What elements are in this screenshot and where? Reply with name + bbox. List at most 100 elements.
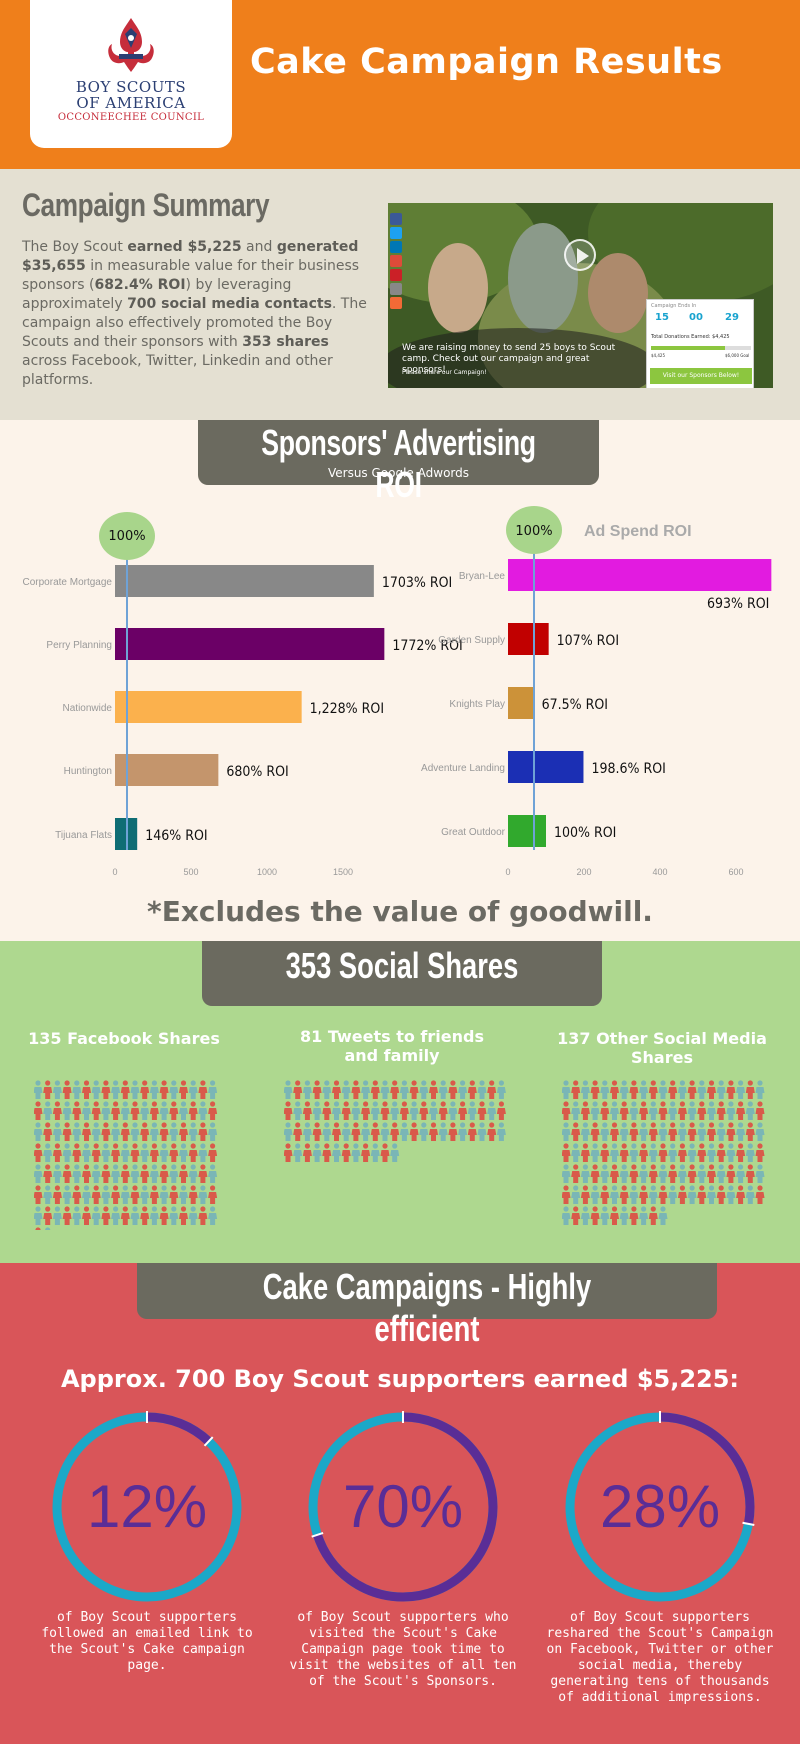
person-icon <box>677 1101 687 1120</box>
person-icon <box>648 1143 658 1162</box>
person-icon <box>169 1143 179 1162</box>
efficiency-title: Cake Campaigns - Highly efficient <box>262 1266 592 1349</box>
person-icon <box>629 1122 639 1141</box>
person-icon <box>438 1101 448 1120</box>
person-icon <box>52 1164 62 1183</box>
person-icon <box>72 1080 82 1099</box>
person-icon <box>610 1185 619 1204</box>
person-icon <box>571 1101 581 1120</box>
person-icon <box>351 1080 361 1099</box>
roi-category-label: Great Outdoor <box>441 827 506 838</box>
person-icon <box>140 1185 150 1204</box>
person-icon <box>149 1164 159 1183</box>
person-icon <box>34 1122 43 1141</box>
person-icon <box>169 1080 179 1099</box>
play-icon[interactable] <box>564 239 596 271</box>
twitter-icon[interactable] <box>390 227 402 239</box>
person-icon <box>322 1080 332 1099</box>
summary-text-run: ) by leveraging approximately <box>22 277 292 312</box>
person-icon <box>140 1122 150 1141</box>
person-icon <box>610 1122 619 1141</box>
person-icon <box>120 1080 130 1099</box>
person-icon <box>571 1143 581 1162</box>
facebook-icon[interactable] <box>390 213 402 225</box>
person-icon <box>179 1080 188 1099</box>
person-icon <box>179 1206 188 1225</box>
person-icon <box>562 1206 571 1225</box>
person-icon <box>610 1080 619 1099</box>
person-icon <box>322 1122 332 1141</box>
person-icon <box>130 1143 140 1162</box>
person-icon <box>687 1164 697 1183</box>
person-icon <box>341 1143 351 1162</box>
person-icon <box>580 1185 590 1204</box>
person-icon <box>322 1143 332 1162</box>
person-icon <box>639 1206 649 1225</box>
person-icon <box>448 1080 458 1099</box>
person-icon <box>755 1101 765 1120</box>
person-icon <box>370 1143 380 1162</box>
person-icon <box>111 1164 121 1183</box>
person-icon <box>159 1101 169 1120</box>
roi-category-label: Knights Play <box>449 699 505 710</box>
goodwill-footnote: *Excludes the value of goodwill. <box>147 895 653 928</box>
logo-text-line1: BOY SCOUTS <box>75 78 187 96</box>
person-icon <box>668 1164 678 1183</box>
google-plus-icon[interactable] <box>390 255 402 267</box>
person-icon <box>208 1206 218 1225</box>
linkedin-icon[interactable] <box>390 241 402 253</box>
person-icon <box>341 1101 351 1120</box>
person-icon <box>726 1143 736 1162</box>
donut-marker <box>742 1521 755 1526</box>
child-figure <box>508 223 578 333</box>
person-icon <box>697 1143 707 1162</box>
campaign-video[interactable]: We are raising money to send 25 boys to … <box>388 203 773 388</box>
person-icon <box>697 1080 707 1099</box>
page-title: Cake Campaign Results <box>250 42 723 82</box>
person-icon <box>43 1122 53 1141</box>
roi-category-label: Adventure Landing <box>421 763 505 774</box>
person-icon <box>208 1122 218 1141</box>
person-icon <box>496 1122 506 1141</box>
pinterest-icon[interactable] <box>390 269 402 281</box>
summary-highlight: generated $35,655 <box>22 239 359 274</box>
donut-marker <box>311 1532 324 1538</box>
person-icon <box>130 1080 140 1099</box>
person-icon <box>82 1122 91 1141</box>
person-icon <box>687 1143 697 1162</box>
person-icon <box>697 1185 707 1204</box>
person-icon <box>91 1185 101 1204</box>
person-icon <box>312 1080 322 1099</box>
x-tick-label: 0 <box>505 867 510 877</box>
person-icon <box>284 1143 293 1162</box>
person-icon <box>629 1164 639 1183</box>
more-share-icon[interactable] <box>390 297 402 309</box>
donation-progress-fill <box>651 346 725 350</box>
person-icon <box>111 1206 121 1225</box>
person-icon <box>707 1101 716 1120</box>
person-icon <box>380 1122 390 1141</box>
person-icon <box>629 1143 639 1162</box>
person-icon <box>120 1143 130 1162</box>
person-icon <box>716 1080 726 1099</box>
visit-sponsors-button[interactable]: Visit our Sponsors Below! <box>650 368 752 384</box>
person-icon <box>159 1185 169 1204</box>
roi-title: Sponsors' Advertising ROI <box>261 422 536 505</box>
person-icon <box>351 1101 361 1120</box>
person-icon <box>188 1122 198 1141</box>
person-icon <box>82 1185 91 1204</box>
email-icon[interactable] <box>390 283 402 295</box>
person-icon <box>419 1080 429 1099</box>
person-icon <box>293 1143 303 1162</box>
person-icon <box>677 1143 687 1162</box>
person-icon <box>668 1122 678 1141</box>
person-icon <box>120 1122 130 1141</box>
person-icon <box>34 1101 43 1120</box>
person-icon <box>571 1164 581 1183</box>
person-icon <box>43 1143 53 1162</box>
person-icon <box>409 1101 419 1120</box>
person-icon <box>580 1080 590 1099</box>
summary-text-run: The Boy Scout <box>22 239 128 255</box>
person-icon <box>198 1080 208 1099</box>
roi-charts: Corporate Mortgage 1703% ROI Perry Plannin… <box>23 506 772 877</box>
